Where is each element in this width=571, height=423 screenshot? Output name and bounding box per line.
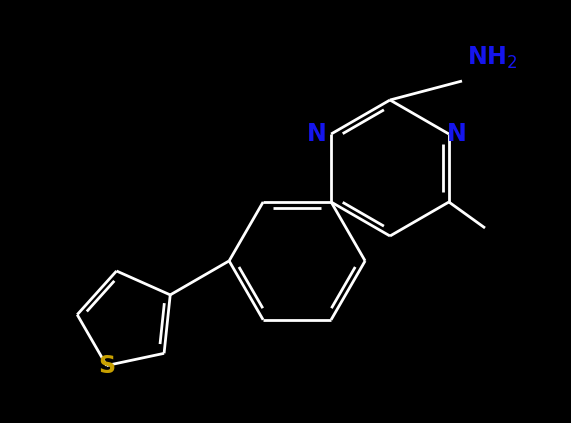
Text: N: N (307, 122, 327, 146)
Text: S: S (98, 354, 115, 378)
Text: NH$_2$: NH$_2$ (467, 45, 517, 71)
Text: N: N (447, 122, 467, 146)
